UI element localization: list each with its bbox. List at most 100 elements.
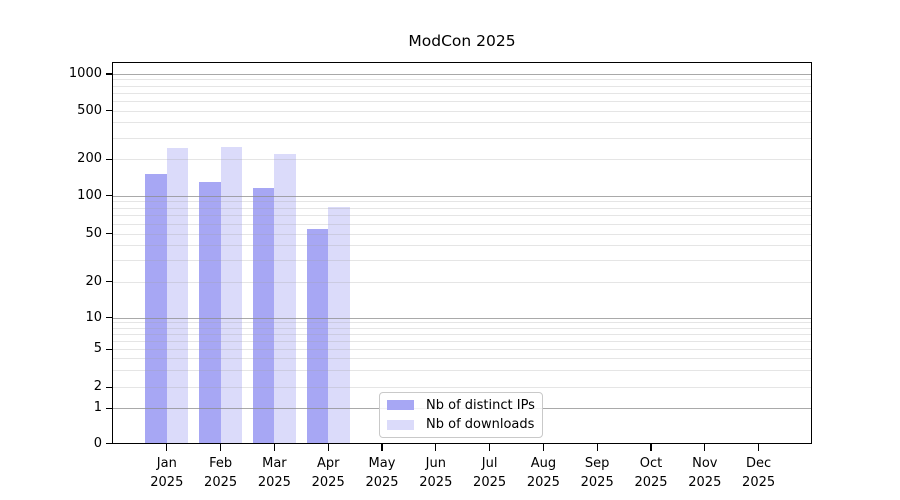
x-tick-mar xyxy=(273,444,276,451)
x-tick-sep xyxy=(596,444,598,451)
y-tick-1 xyxy=(106,407,113,409)
gridline-5 xyxy=(113,349,811,350)
month-year: 2025 xyxy=(742,475,776,490)
month-year: 2025 xyxy=(688,475,722,490)
bar-distinct-ips-apr xyxy=(306,229,329,443)
month-name: Aug xyxy=(530,456,557,471)
month-name: Nov xyxy=(692,456,718,471)
bar-distinct-ips-mar xyxy=(252,188,275,443)
y-tick-label-0: 0 xyxy=(93,435,102,451)
gridline-1000 xyxy=(113,73,811,75)
bar-downloads-mar xyxy=(274,153,296,443)
month-year: 2025 xyxy=(204,475,238,490)
legend-swatch-distinct-ips xyxy=(387,400,414,411)
x-tick-jul xyxy=(489,444,491,451)
x-tick-label-mar: Mar 2025 xyxy=(242,454,306,492)
x-tick-jun xyxy=(435,444,437,451)
y-tick-5 xyxy=(106,348,113,350)
gridline-minor-9 xyxy=(113,322,811,324)
bar-downloads-jan xyxy=(166,148,189,443)
bar-downloads-feb xyxy=(220,147,243,443)
month-year: 2025 xyxy=(150,475,184,490)
gridline-minor-4 xyxy=(113,358,811,360)
chart-title: ModCon 2025 xyxy=(408,32,516,50)
x-tick-label-jul: Jul 2025 xyxy=(458,454,522,492)
gridline-minor-400 xyxy=(113,122,811,124)
y-tick-100 xyxy=(106,195,113,197)
gridline-500 xyxy=(113,110,811,112)
gridline-minor-80 xyxy=(113,207,811,209)
bar-distinct-ips-jan xyxy=(145,174,167,443)
legend-swatch-downloads xyxy=(387,419,414,430)
y-tick-50 xyxy=(106,233,113,235)
month-year: 2025 xyxy=(634,475,668,490)
x-tick-may xyxy=(381,444,383,451)
gridline-minor-300 xyxy=(113,137,811,139)
month-year: 2025 xyxy=(365,475,399,490)
y-tick-label-100: 100 xyxy=(77,187,102,203)
x-tick-aug xyxy=(542,444,545,451)
gridline-minor-3 xyxy=(113,370,811,372)
x-tick-dec xyxy=(758,444,760,451)
gridline-minor-7 xyxy=(113,333,811,335)
y-tick-label-1000: 1000 xyxy=(68,65,102,81)
legend: Nb of distinct IPs Nb of downloads xyxy=(379,392,543,438)
gridline-10 xyxy=(113,317,811,319)
month-name: Dec xyxy=(746,456,772,471)
month-year: 2025 xyxy=(419,475,453,490)
x-tick-oct xyxy=(650,444,652,451)
month-name: Feb xyxy=(209,456,233,471)
y-tick-label-2: 2 xyxy=(93,379,102,394)
y-tick-label-1: 1 xyxy=(93,400,102,415)
x-tick-label-feb: Feb 2025 xyxy=(189,454,253,492)
month-name: Sep xyxy=(584,456,610,471)
month-name: Mar xyxy=(262,456,287,471)
y-tick-label-50: 50 xyxy=(85,225,102,241)
bar-downloads-apr xyxy=(328,206,350,443)
legend-label-downloads: Nb of downloads xyxy=(426,417,535,433)
x-tick-label-sep: Sep 2025 xyxy=(565,454,629,492)
x-tick-label-nov: Nov 2025 xyxy=(673,454,737,492)
x-tick-nov xyxy=(704,444,706,451)
y-tick-500 xyxy=(106,110,113,112)
gridline-minor-30 xyxy=(113,260,811,262)
bar-distinct-ips-feb xyxy=(199,181,221,443)
y-tick-label-200: 200 xyxy=(77,151,102,166)
y-tick-label-500: 500 xyxy=(77,102,102,118)
month-year: 2025 xyxy=(580,475,614,490)
month-year: 2025 xyxy=(311,475,345,490)
x-tick-label-aug: Aug 2025 xyxy=(511,454,575,492)
y-tick-label-20: 20 xyxy=(85,273,102,289)
gridline-minor-6 xyxy=(113,340,811,342)
x-tick-label-jun: Jun 2025 xyxy=(404,454,468,492)
x-tick-apr xyxy=(327,444,329,451)
gridline-20 xyxy=(113,281,811,283)
x-tick-label-jan: Jan 2025 xyxy=(135,454,199,492)
legend-label-distinct-ips: Nb of distinct IPs xyxy=(426,397,535,413)
y-tick-200 xyxy=(106,158,113,160)
y-tick-20 xyxy=(106,281,113,283)
x-tick-feb xyxy=(220,444,222,451)
month-year: 2025 xyxy=(257,475,291,490)
month-name: Jan xyxy=(156,456,177,471)
y-tick-0 xyxy=(106,443,113,445)
gridline-2 xyxy=(113,387,811,388)
month-year: 2025 xyxy=(526,475,560,490)
gridline-minor-90 xyxy=(113,201,811,203)
gridline-minor-600 xyxy=(113,100,811,102)
gridline-minor-900 xyxy=(113,79,811,81)
x-tick-label-may: May 2025 xyxy=(350,454,414,492)
gridline-minor-60 xyxy=(113,223,811,225)
month-name: Jul xyxy=(481,456,498,471)
x-tick-jan xyxy=(166,444,168,451)
y-tick-1000 xyxy=(106,73,113,75)
gridline-minor-8 xyxy=(113,327,811,329)
month-name: Jun xyxy=(425,456,446,471)
x-tick-label-dec: Dec 2025 xyxy=(727,454,791,492)
legend-item-downloads: Nb of downloads xyxy=(387,417,534,434)
month-year: 2025 xyxy=(473,475,507,490)
gridline-minor-70 xyxy=(113,215,811,217)
x-tick-label-apr: Apr 2025 xyxy=(296,454,360,492)
x-tick-label-oct: Oct 2025 xyxy=(619,454,683,492)
